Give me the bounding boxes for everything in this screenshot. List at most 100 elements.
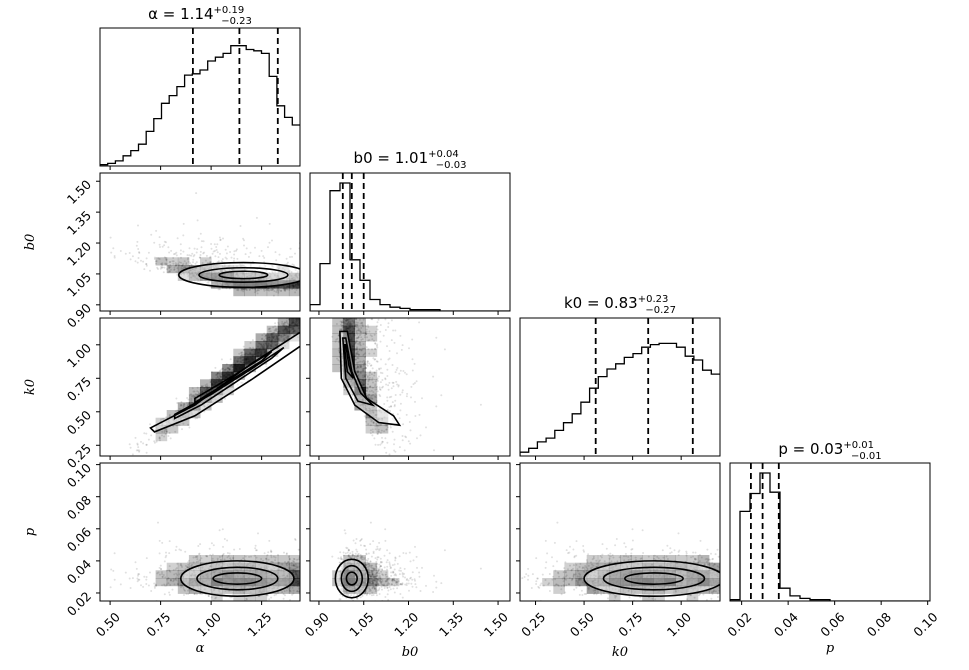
sample-point: [189, 272, 192, 275]
sample-point: [189, 273, 192, 276]
sample-point: [263, 601, 265, 603]
sample-point: [242, 272, 245, 274]
sample-point: [209, 565, 212, 568]
sample-point: [255, 549, 257, 552]
sample-point: [362, 397, 365, 400]
sample-point: [368, 393, 371, 396]
sample-point: [440, 394, 443, 397]
sample-point: [236, 289, 239, 292]
sample-point: [341, 327, 344, 330]
sample-point: [161, 245, 164, 248]
sample-point: [192, 275, 195, 277]
sample-point: [283, 334, 286, 337]
sample-point: [355, 358, 357, 361]
sample-point: [163, 244, 166, 247]
sample-point: [160, 266, 163, 268]
sample-point: [292, 564, 295, 567]
sample-point: [196, 417, 199, 420]
sample-point: [158, 236, 161, 239]
sample-point: [261, 590, 264, 593]
sample-point: [200, 586, 203, 589]
sample-point: [357, 403, 360, 406]
sample-point: [240, 263, 243, 266]
sample-point: [243, 288, 245, 291]
sample-point: [164, 424, 167, 427]
sample-point: [284, 594, 286, 597]
sample-point: [373, 374, 376, 377]
sample-point: [259, 590, 262, 593]
sample-point: [360, 338, 363, 341]
sample-point: [157, 571, 160, 574]
sample-point: [261, 334, 264, 337]
sample-point: [260, 278, 263, 281]
sample-point: [221, 553, 224, 556]
sample-point: [172, 257, 175, 259]
sample-point: [182, 404, 185, 407]
sample-point: [195, 251, 198, 254]
sample-point: [232, 260, 235, 262]
sample-point: [158, 552, 161, 555]
sample-point: [235, 248, 238, 251]
sample-point: [196, 273, 199, 276]
sample-point: [402, 370, 405, 372]
sample-point: [273, 594, 276, 597]
sample-point: [174, 549, 177, 552]
sample-point: [128, 252, 131, 254]
sample-point: [374, 388, 377, 391]
sample-point: [375, 424, 378, 427]
sample-point: [179, 243, 182, 246]
sample-point: [262, 560, 265, 562]
sample-point: [274, 251, 277, 254]
sample-point: [245, 590, 247, 593]
sample-point: [181, 264, 184, 266]
sample-point: [248, 274, 251, 277]
sample-point: [358, 397, 361, 400]
sample-point: [189, 605, 191, 607]
sample-point: [369, 410, 371, 413]
sample-point: [421, 397, 423, 400]
sample-point: [270, 550, 273, 553]
sample-point: [138, 578, 141, 581]
sample-point: [203, 251, 206, 254]
sample-point: [363, 406, 366, 409]
sample-point: [211, 590, 214, 593]
sample-point: [370, 318, 373, 321]
sample-point: [277, 569, 279, 572]
sample-point: [267, 277, 270, 280]
sample-point: [112, 247, 115, 250]
sample-point: [284, 289, 287, 292]
sample-point: [341, 315, 343, 317]
sample-point: [274, 559, 277, 562]
sample-point: [196, 270, 199, 273]
sample-point: [374, 414, 377, 417]
sample-point: [183, 260, 186, 263]
sample-point: [372, 421, 375, 424]
sample-point: [196, 273, 199, 276]
sample-point: [268, 586, 271, 589]
sample-point: [381, 417, 383, 420]
sample-point: [268, 327, 271, 330]
sample-point: [296, 590, 299, 593]
sample-point: [176, 409, 179, 412]
sample-point: [363, 347, 366, 350]
sample-point: [359, 344, 362, 347]
sample-point: [206, 403, 209, 406]
sample-point: [161, 541, 164, 544]
sample-point: [369, 371, 372, 374]
sample-point: [285, 320, 288, 322]
sample-point: [217, 256, 220, 259]
sample-point: [226, 367, 229, 370]
sample-point: [297, 315, 299, 317]
sample-point: [220, 358, 223, 361]
sample-point: [219, 375, 222, 378]
sample-point: [155, 426, 158, 429]
sample-point: [221, 258, 224, 261]
sample-point: [254, 547, 257, 550]
sample-point: [210, 371, 213, 374]
sample-point: [160, 418, 162, 421]
sample-point: [214, 566, 217, 569]
sample-point: [357, 365, 359, 368]
sample-point: [224, 397, 226, 400]
sample-point: [372, 411, 375, 414]
sample-point: [174, 605, 176, 607]
